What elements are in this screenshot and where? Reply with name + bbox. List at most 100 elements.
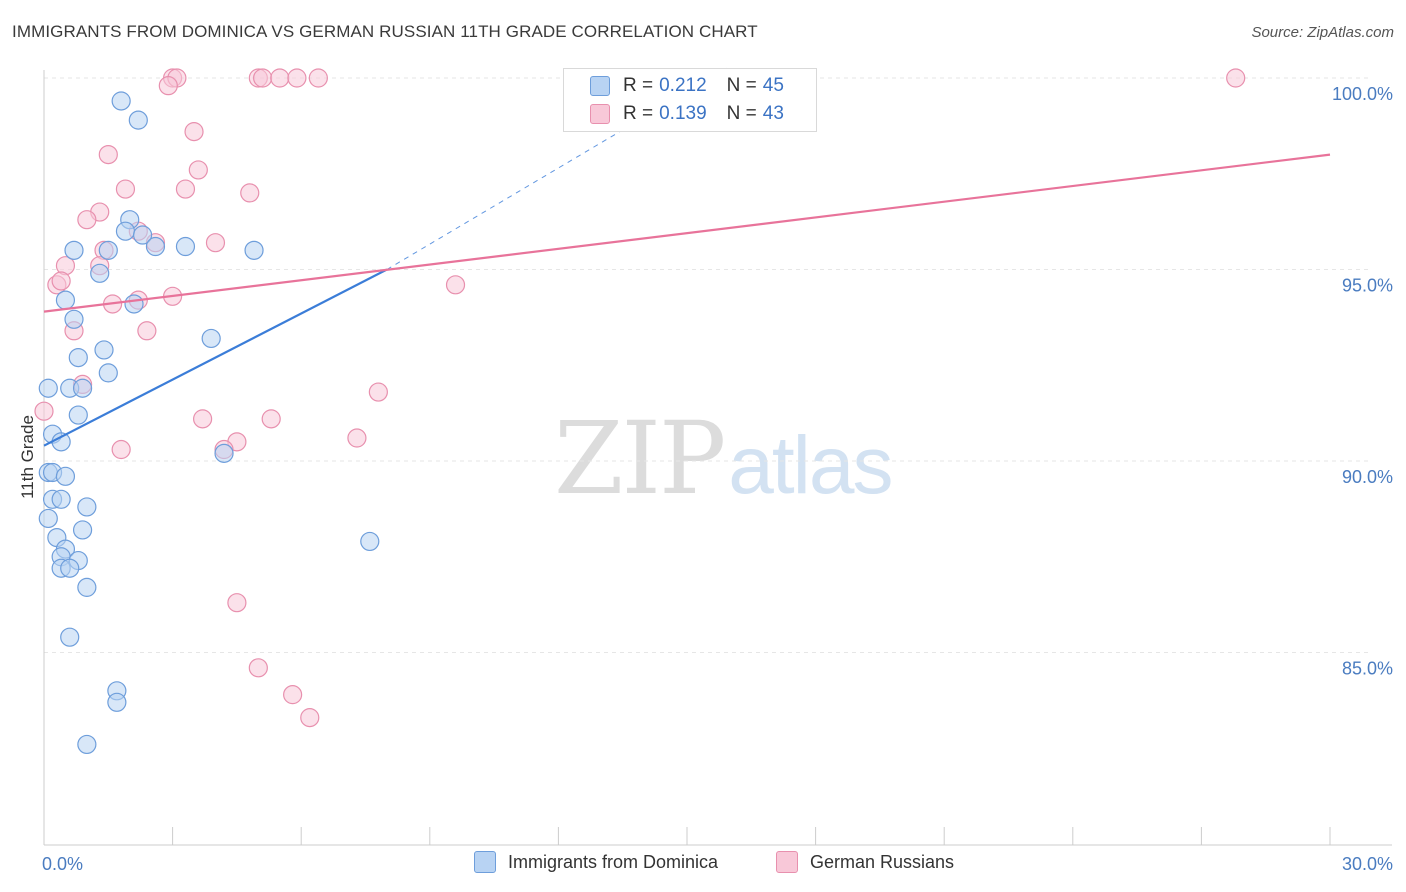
german-russians-point xyxy=(137,321,157,341)
series-legend: Immigrants from Dominica German Russians xyxy=(0,851,1406,877)
german-russians-point xyxy=(188,160,208,180)
german-russians-point xyxy=(227,593,247,613)
legend-n-label: N = xyxy=(726,75,757,96)
dominica-trend-line xyxy=(43,268,388,447)
stats-legend: R = 0.212 N = 45 R = 0.139 N = 43 xyxy=(563,68,817,132)
legend-r-label: R = xyxy=(623,103,654,124)
dominica-point xyxy=(64,240,84,260)
dominica-point xyxy=(214,443,234,463)
german-russians-point xyxy=(347,428,367,448)
watermark-atlas: atlas xyxy=(728,420,893,511)
german-russians-point xyxy=(368,382,388,402)
dominica-point xyxy=(132,225,153,245)
legend-swatch-blue xyxy=(474,851,496,873)
watermark-zip: ZIP xyxy=(554,400,726,517)
german-russians-trend-line xyxy=(43,153,1331,313)
dominica-point xyxy=(175,236,196,257)
german-russians-point xyxy=(34,401,54,421)
y-tick-label: 100.0% xyxy=(1332,84,1393,104)
axes xyxy=(43,70,1392,846)
german-russians-point xyxy=(115,179,136,199)
legend-item-german-russians[interactable]: German Russians xyxy=(776,851,954,873)
watermark: ZIPatlas xyxy=(554,400,894,517)
german-russians-point xyxy=(287,68,307,88)
dominica-point xyxy=(72,378,93,398)
german-russians-point xyxy=(1226,68,1246,88)
dominica-point xyxy=(51,432,71,452)
dominica-point xyxy=(124,294,144,314)
german-russians-point xyxy=(111,439,131,460)
dominica-point xyxy=(60,558,80,578)
german-russians-point xyxy=(445,275,466,295)
legend-r-label: R = xyxy=(623,75,654,96)
source-credit: Source: ZipAtlas.com xyxy=(1251,24,1394,41)
dominica-point xyxy=(55,290,76,310)
german-russians-points xyxy=(34,68,1246,728)
legend-r-value: 0.139 xyxy=(659,103,707,124)
legend-row-dominica: R = 0.212 N = 45 xyxy=(564,72,784,100)
german-russians-point xyxy=(240,183,260,203)
dominica-point xyxy=(360,531,380,552)
legend-swatch-blue xyxy=(590,76,610,96)
dominica-point xyxy=(128,110,148,130)
legend-swatch-pink xyxy=(590,104,610,124)
german-russians-point xyxy=(253,68,273,88)
dominica-point xyxy=(98,363,118,383)
legend-label-german-russians: German Russians xyxy=(810,851,955,872)
german-russians-point xyxy=(300,708,320,728)
legend-item-dominica[interactable]: Immigrants from Dominica xyxy=(474,851,718,873)
german-russians-point xyxy=(184,122,204,142)
dominica-point xyxy=(68,347,88,368)
dominica-point xyxy=(60,627,80,647)
dominica-point xyxy=(72,520,93,540)
legend-n-label: N = xyxy=(726,103,757,124)
dominica-point xyxy=(55,466,76,486)
german-russians-point xyxy=(283,685,303,705)
y-tick-labels: 85.0% 90.0% 95.0% 100.0% xyxy=(1332,84,1393,679)
dominica-point xyxy=(98,240,118,260)
german-russians-point xyxy=(308,68,328,88)
dominica-point xyxy=(115,221,136,241)
x-tick-label: 30.0% xyxy=(1342,854,1393,874)
dominica-point xyxy=(107,692,127,712)
dominica-point xyxy=(90,263,110,283)
dominica-point xyxy=(38,508,58,529)
dominica-point xyxy=(77,497,97,517)
german-russians-point xyxy=(261,409,281,429)
legend-swatch-pink xyxy=(776,851,798,873)
dominica-point xyxy=(64,309,84,329)
dominica-point xyxy=(68,405,88,425)
y-tick-label: 95.0% xyxy=(1342,276,1393,296)
dominica-point xyxy=(77,577,97,597)
dominica-points xyxy=(38,91,380,755)
legend-row-german-russians: R = 0.139 N = 43 xyxy=(564,100,784,128)
dominica-point xyxy=(77,734,97,755)
gridlines xyxy=(44,77,1370,653)
legend-r-value: 0.212 xyxy=(659,75,707,96)
y-tick-label: 85.0% xyxy=(1342,659,1393,679)
legend-n-value: 45 xyxy=(762,75,784,96)
y-tick-label: 90.0% xyxy=(1342,467,1393,487)
german-russians-point xyxy=(51,271,71,291)
legend-n-value: 43 xyxy=(762,103,784,124)
dominica-point xyxy=(145,236,166,257)
german-russians-point xyxy=(270,68,290,88)
legend-label-dominica: Immigrants from Dominica xyxy=(508,851,719,872)
dominica-point xyxy=(201,328,221,349)
german-russians-point xyxy=(158,76,178,96)
dominica-point xyxy=(244,240,264,260)
german-russians-point xyxy=(205,233,226,253)
dominica-point xyxy=(51,489,71,509)
x-tick-labels: 0.0% 30.0% xyxy=(42,854,1393,874)
dominica-point xyxy=(38,378,58,398)
german-russians-point xyxy=(248,658,268,678)
dominica-point xyxy=(94,340,114,360)
x-tick-label: 0.0% xyxy=(42,854,83,874)
german-russians-point xyxy=(175,179,196,199)
chart-title: IMMIGRANTS FROM DOMINICA VS GERMAN RUSSI… xyxy=(12,22,758,41)
german-russians-point xyxy=(98,145,118,165)
german-russians-point xyxy=(77,210,97,230)
y-axis-title: 11th Grade xyxy=(18,415,37,499)
german-russians-point xyxy=(193,409,213,429)
